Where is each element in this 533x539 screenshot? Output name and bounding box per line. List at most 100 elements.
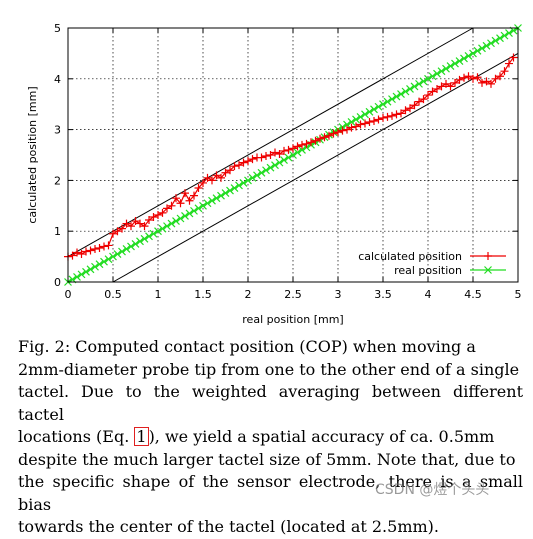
real-position-point	[221, 189, 230, 198]
real-position-point	[284, 153, 293, 162]
watermark: CSDN @煜个头头	[375, 482, 490, 498]
real-position-point	[343, 120, 351, 129]
caption-line-4-end: ), we yield a spatial accuracy of ca. 0.…	[148, 427, 495, 446]
real-position-point	[424, 74, 432, 83]
calculated-position-point	[257, 153, 266, 162]
y-tick-label: 5	[54, 22, 61, 35]
x-tick-label: 3	[335, 288, 342, 301]
real-position-point	[226, 186, 234, 195]
calculated-position-point	[401, 106, 410, 115]
calculated-position-point	[451, 78, 459, 87]
calculated-position-point	[185, 196, 194, 205]
real-position-point	[410, 82, 419, 91]
y-tick-label: 4	[54, 73, 61, 86]
real-position-point	[469, 49, 477, 58]
real-position-point	[280, 156, 288, 165]
real-position-point	[118, 247, 126, 256]
real-position-point	[347, 118, 356, 126]
caption-line-5: despite the much larger tactel size of 5…	[18, 449, 516, 469]
real-position-point	[487, 39, 495, 48]
caption-line-4-start: locations (Eq.	[18, 427, 135, 446]
real-position-point	[194, 204, 203, 213]
y-tick-label: 2	[54, 174, 61, 187]
upper-bound-line	[67, 27, 474, 258]
calculated-position-point	[145, 216, 153, 225]
real-position-point	[437, 67, 446, 76]
calculated-position-point	[208, 176, 216, 185]
calculated-position-point	[505, 59, 513, 68]
real-position-point	[500, 31, 509, 40]
real-position-point	[203, 199, 212, 208]
calculated-position-point	[356, 120, 365, 129]
calculated-position-point	[469, 74, 477, 83]
calculated-position-point	[478, 78, 486, 87]
caption-line-2: 2mm-diameter probe tip from one to the o…	[18, 359, 520, 379]
x-tick-label: 2.5	[284, 288, 302, 301]
real-position-point	[217, 191, 225, 200]
calculated-position-point	[464, 72, 473, 81]
real-position-point	[190, 206, 198, 215]
real-position-point	[86, 265, 95, 274]
real-position-point	[176, 214, 185, 223]
calculated-position-point	[266, 151, 275, 159]
calculated-position-point	[181, 189, 189, 198]
calculated-position-point	[113, 227, 122, 236]
calculated-position-point	[325, 131, 333, 140]
calculated-position-point	[397, 109, 405, 118]
real-position-point	[505, 29, 513, 38]
calculated-position-point	[307, 138, 315, 147]
calculated-position-point	[352, 122, 360, 131]
x-tick-label: 1	[155, 288, 162, 301]
x-tick-label: 2	[245, 288, 252, 301]
real-position-point	[275, 158, 284, 167]
calculated-position-point	[244, 157, 252, 166]
real-position-point	[361, 110, 369, 119]
real-position-point	[406, 85, 414, 93]
real-position-point	[109, 252, 117, 261]
real-position-point	[293, 148, 302, 157]
calculated-position-point	[289, 144, 297, 153]
calculated-position-point	[496, 72, 504, 81]
calculated-position-point	[293, 142, 302, 151]
real-position-point	[172, 217, 180, 225]
real-position-point	[136, 237, 144, 246]
calculated-position-point	[370, 116, 378, 125]
calculated-position-point	[509, 53, 518, 62]
calculated-position-point	[109, 229, 117, 238]
calculated-position-line	[67, 57, 514, 258]
calculated-position-point	[190, 191, 198, 200]
calculated-position-point	[338, 126, 347, 135]
equation-reference-link[interactable]: 1	[134, 427, 149, 446]
calculated-position-point	[500, 67, 509, 76]
real-position-point	[428, 72, 437, 81]
y-tick-label: 0	[54, 276, 61, 289]
calculated-position-point	[311, 136, 320, 145]
calculated-position-point	[343, 125, 351, 134]
calculated-position-point	[491, 74, 500, 83]
calculated-position-point	[158, 208, 167, 217]
calculated-position-point	[415, 97, 423, 106]
calculated-position-point	[455, 75, 464, 84]
real-position-point	[113, 250, 122, 258]
real-position-point	[365, 107, 374, 116]
real-position-point	[100, 257, 108, 266]
real-position-point	[388, 95, 396, 104]
real-position-point	[167, 219, 176, 228]
real-position-point	[442, 64, 450, 73]
real-position-point	[266, 163, 275, 172]
calculated-position-point	[473, 73, 482, 82]
real-position-point	[199, 201, 207, 210]
figure: 0 0.5 1 1.5 2 2.5 3 3.5 4 4.5 5 0 1 2 3 4 5 real position…	[26, 22, 522, 326]
caption-line-4: locations (Eq. 1), we yield a spatial ac…	[18, 426, 523, 449]
calculated-position-point	[460, 73, 468, 82]
calculated-position-point	[104, 241, 113, 250]
legend-label-calculated: calculated position	[358, 250, 462, 263]
calculated-position-point	[437, 82, 446, 91]
calculated-position-point	[73, 248, 81, 257]
real-position-point	[212, 194, 221, 203]
calculated-position-point	[217, 173, 225, 182]
real-position-point	[491, 36, 500, 45]
calculated-position-point	[433, 84, 441, 93]
real-position-point	[473, 46, 482, 55]
calculated-position-point	[392, 110, 401, 119]
